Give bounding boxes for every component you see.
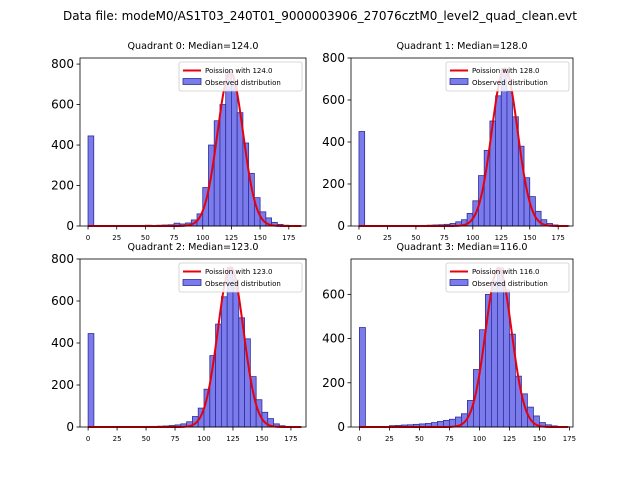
legend-box [178,61,303,92]
legend-label-poisson: Poission with 128.0 [472,67,540,75]
x-tick-label: 150 [253,234,266,242]
y-tick-label: 600 [322,287,345,301]
histogram-bar [220,296,228,428]
x-tick-label: 75 [440,234,449,242]
quadrant-0-panel: Quadrant 0: Median=124.0 0 25 50 75 100 125 150… [51,41,307,242]
histogram-bar [87,333,95,428]
axes-frame [79,57,307,227]
histogram-bar [506,91,514,227]
histogram-bar [87,135,95,227]
x-tick-label: 0 [86,435,90,443]
x-tick-label: 0 [357,234,361,242]
x-tick-label: 25 [383,234,392,242]
legend-bar-swatch [182,78,202,85]
legend-label-observed: Observed distribution [205,79,281,87]
x-tick-label: 50 [141,234,150,242]
panel-title: Quadrant 1: Median=128.0 [396,41,527,52]
x-tick-label: 100 [197,435,210,443]
y-tick-label: 0 [337,219,345,233]
y-tick-label: 0 [337,420,345,434]
histogram-bar [358,327,366,428]
histogram-bar [490,280,498,428]
y-tick-label: 400 [322,332,345,346]
figure-title: Data file: modeM0/AS1T03_240T01_90000039… [63,9,577,23]
x-tick-label: 0 [86,234,90,242]
y-tick-label: 200 [322,376,345,390]
panel-title: Quadrant 0: Median=124.0 [127,41,258,52]
x-tick-label: 150 [255,435,268,443]
legend-label-poisson: Poission with 123.0 [205,268,273,276]
y-tick-label: 800 [51,57,74,71]
y-tick-label: 0 [66,420,74,434]
x-tick-label: 150 [533,435,546,443]
x-tick-label: 75 [171,435,180,443]
x-tick-label: 100 [466,234,479,242]
x-tick-label: 50 [142,435,151,443]
y-tick-label: 400 [322,135,345,149]
x-tick-label: 125 [225,234,238,242]
histogram-bar [232,279,240,428]
x-tick-label: 150 [523,234,536,242]
x-tick-label: 175 [552,234,565,242]
quadrant-2-panel: Quadrant 2: Median=123.0 0 25 50 75 100 125 150… [51,242,307,443]
histogram-bar [225,71,232,227]
y-tick-label: 200 [51,179,74,193]
x-tick-label: 125 [495,234,508,242]
histogram-bar [231,83,238,227]
y-tick-label: 800 [322,51,345,65]
y-tick-label: 200 [322,177,345,191]
legend-label-poisson: Poission with 124.0 [205,67,273,75]
x-tick-label: 175 [284,435,297,443]
y-tick-label: 600 [51,98,74,112]
x-tick-label: 25 [113,435,122,443]
x-tick-label: 175 [282,234,295,242]
quadrant-1-panel: Quadrant 1: Median=128.0 0 25 50 75 100 125 150… [322,41,574,242]
histogram-bar [500,68,508,227]
histogram-bar [219,104,227,227]
legend-label-observed: Observed distribution [472,79,548,87]
x-tick-label: 100 [473,435,486,443]
x-tick-label: 25 [385,435,394,443]
y-tick-label: 600 [51,294,74,308]
histogram-bar [495,95,502,227]
y-tick-label: 600 [322,93,345,107]
poisson-curve [358,67,569,227]
panel-title: Quadrant 3: Median=116.0 [396,242,527,253]
x-tick-label: 75 [170,234,179,242]
x-tick-label: 50 [411,234,420,242]
x-tick-label: 25 [112,234,121,242]
x-tick-label: 50 [415,435,424,443]
legend-label-observed: Observed distribution [472,280,548,288]
y-tick-label: 400 [51,336,74,350]
x-tick-label: 175 [563,435,576,443]
legend-label-poisson: Poission with 116.0 [472,268,540,276]
axes-frame [350,258,574,428]
y-tick-label: 400 [51,138,74,152]
x-tick-label: 75 [445,435,454,443]
panel-title: Quadrant 2: Median=123.0 [127,242,258,253]
legend-box [178,262,303,293]
x-tick-label: 100 [196,234,209,242]
x-tick-label: 0 [357,435,361,443]
quadrant-3-panel: Quadrant 3: Median=116.0 0 25 50 75 100 125 150… [322,242,576,443]
y-tick-label: 0 [66,219,74,233]
legend-box [445,61,570,92]
y-tick-label: 200 [51,378,74,392]
legend-bar-swatch [449,279,469,286]
x-tick-label: 125 [503,435,516,443]
legend-bar-swatch [449,78,469,85]
legend-box [445,262,570,293]
histogram-bar [358,131,366,227]
legend-bar-swatch [182,279,202,286]
poisson-curve [88,71,302,227]
x-tick-label: 125 [226,435,239,443]
y-tick-label: 800 [51,252,74,266]
legend-label-observed: Observed distribution [205,280,281,288]
